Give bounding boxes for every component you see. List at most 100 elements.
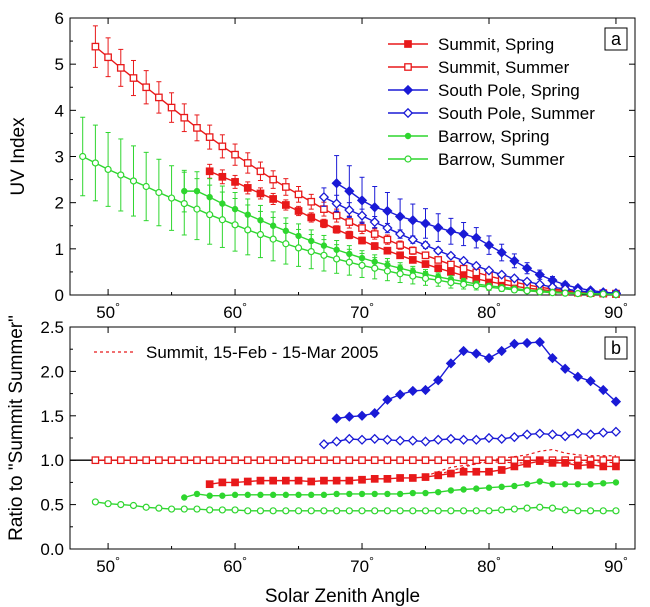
data-point <box>433 222 444 233</box>
data-point <box>600 480 607 487</box>
data-point <box>320 251 328 259</box>
data-point <box>421 456 430 465</box>
data-point <box>433 434 444 445</box>
data-point <box>459 456 468 465</box>
series-1-4 <box>91 456 620 465</box>
data-point <box>193 456 201 465</box>
data-point <box>218 216 226 224</box>
data-point <box>396 490 404 498</box>
series-1-5 <box>205 457 620 489</box>
data-point <box>510 505 518 513</box>
degree-symbol: ° <box>623 300 628 314</box>
series-1-2 <box>331 336 622 424</box>
data-point <box>369 433 380 445</box>
data-point <box>318 192 330 203</box>
data-point <box>497 466 506 474</box>
data-point <box>295 491 302 499</box>
data-point <box>358 236 366 245</box>
data-point <box>472 282 480 290</box>
series-line <box>438 448 616 475</box>
data-point <box>358 456 366 465</box>
data-point <box>483 240 495 251</box>
data-point <box>458 345 469 357</box>
data-point <box>610 426 622 437</box>
data-point <box>561 506 569 514</box>
data-point <box>421 473 430 481</box>
data-point <box>408 246 417 255</box>
data-point <box>445 250 457 261</box>
series-1-1 <box>425 461 616 477</box>
data-point <box>320 456 328 465</box>
data-point <box>345 507 353 515</box>
data-point <box>256 507 265 515</box>
data-point <box>485 484 493 491</box>
degree-symbol: ° <box>496 300 501 314</box>
data-point <box>420 384 431 396</box>
data-point <box>382 222 393 234</box>
y-tick-label: 4 <box>55 101 64 120</box>
data-point <box>333 507 341 515</box>
data-point <box>332 476 341 485</box>
data-point <box>256 476 265 485</box>
data-point <box>331 178 342 189</box>
data-point <box>407 234 418 245</box>
data-point <box>231 506 239 514</box>
data-point <box>536 478 543 485</box>
legend-label: Summit, Summer <box>438 58 570 77</box>
data-point <box>142 503 150 511</box>
y-tick-label: 2 <box>55 194 64 213</box>
data-point <box>610 396 622 407</box>
data-point <box>407 385 418 397</box>
data-point <box>394 211 406 222</box>
data-point <box>523 480 531 488</box>
data-point <box>371 264 379 272</box>
data-point <box>307 477 316 486</box>
data-point <box>269 195 277 203</box>
data-point <box>218 506 226 514</box>
data-point <box>548 289 557 297</box>
data-point <box>129 501 138 510</box>
data-point <box>434 256 443 264</box>
data-point <box>497 456 506 465</box>
data-point <box>560 363 571 374</box>
data-point <box>498 506 506 514</box>
series-south-pole-summer <box>318 187 622 299</box>
data-point <box>142 83 151 92</box>
data-point <box>307 248 315 256</box>
data-point <box>420 240 431 251</box>
x-tick-label: 80° <box>477 300 501 322</box>
data-point <box>420 218 431 229</box>
data-point <box>587 480 594 488</box>
x-tick-value: 60 <box>223 303 242 322</box>
data-point <box>394 435 406 446</box>
data-point <box>447 268 455 276</box>
series-1-6 <box>181 478 620 501</box>
data-point <box>358 224 366 232</box>
data-point <box>307 507 315 515</box>
data-point <box>612 479 620 486</box>
data-point <box>434 264 443 273</box>
data-point <box>256 456 265 465</box>
panel-label-box <box>604 336 628 360</box>
data-point <box>536 503 544 511</box>
data-point <box>396 456 404 465</box>
data-point <box>294 190 303 199</box>
x-tick-label: 60° <box>223 300 247 322</box>
data-point <box>471 232 482 243</box>
data-point <box>104 53 112 62</box>
panel-label: a <box>611 29 622 49</box>
data-point <box>420 436 431 447</box>
data-point <box>129 456 138 465</box>
y-tick-label: 1.5 <box>40 407 64 426</box>
data-point <box>142 182 150 191</box>
data-point <box>586 507 595 515</box>
data-point <box>574 461 582 470</box>
panel-b: 0.00.51.01.52.02.550° 60° 70° 80° 90°Ratio t… <box>6 315 636 607</box>
data-point <box>193 124 201 132</box>
data-point <box>345 258 353 266</box>
data-point <box>218 478 227 487</box>
data-point <box>421 274 430 282</box>
legend: Summit, 15-Feb - 15-Mar 2005 <box>94 343 378 362</box>
data-point <box>459 467 468 476</box>
